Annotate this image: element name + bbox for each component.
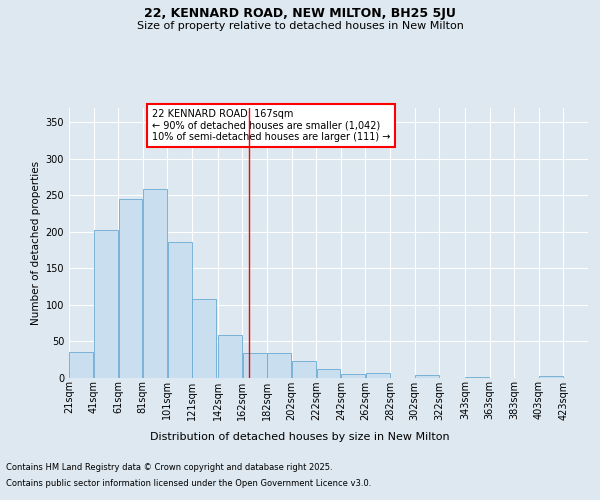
Bar bbox=[415, 376, 439, 378]
Bar bbox=[268, 354, 291, 378]
Text: 22, KENNARD ROAD, NEW MILTON, BH25 5JU: 22, KENNARD ROAD, NEW MILTON, BH25 5JU bbox=[144, 8, 456, 20]
Text: Distribution of detached houses by size in New Milton: Distribution of detached houses by size … bbox=[150, 432, 450, 442]
Bar bbox=[218, 335, 242, 378]
Bar bbox=[341, 374, 365, 378]
Bar bbox=[119, 198, 142, 378]
Bar bbox=[192, 300, 216, 378]
Bar bbox=[366, 373, 389, 378]
Bar bbox=[466, 377, 490, 378]
Bar bbox=[143, 189, 167, 378]
Text: Contains public sector information licensed under the Open Government Licence v3: Contains public sector information licen… bbox=[6, 478, 371, 488]
Bar bbox=[539, 376, 563, 378]
Bar bbox=[94, 230, 118, 378]
Text: Contains HM Land Registry data © Crown copyright and database right 2025.: Contains HM Land Registry data © Crown c… bbox=[6, 464, 332, 472]
Text: 22 KENNARD ROAD: 167sqm
← 90% of detached houses are smaller (1,042)
10% of semi: 22 KENNARD ROAD: 167sqm ← 90% of detache… bbox=[152, 109, 391, 142]
Bar bbox=[167, 242, 191, 378]
Bar bbox=[70, 352, 93, 378]
Bar bbox=[292, 362, 316, 378]
Bar bbox=[317, 370, 340, 378]
Bar bbox=[243, 354, 266, 378]
Text: Size of property relative to detached houses in New Milton: Size of property relative to detached ho… bbox=[137, 21, 463, 31]
Y-axis label: Number of detached properties: Number of detached properties bbox=[31, 160, 41, 324]
